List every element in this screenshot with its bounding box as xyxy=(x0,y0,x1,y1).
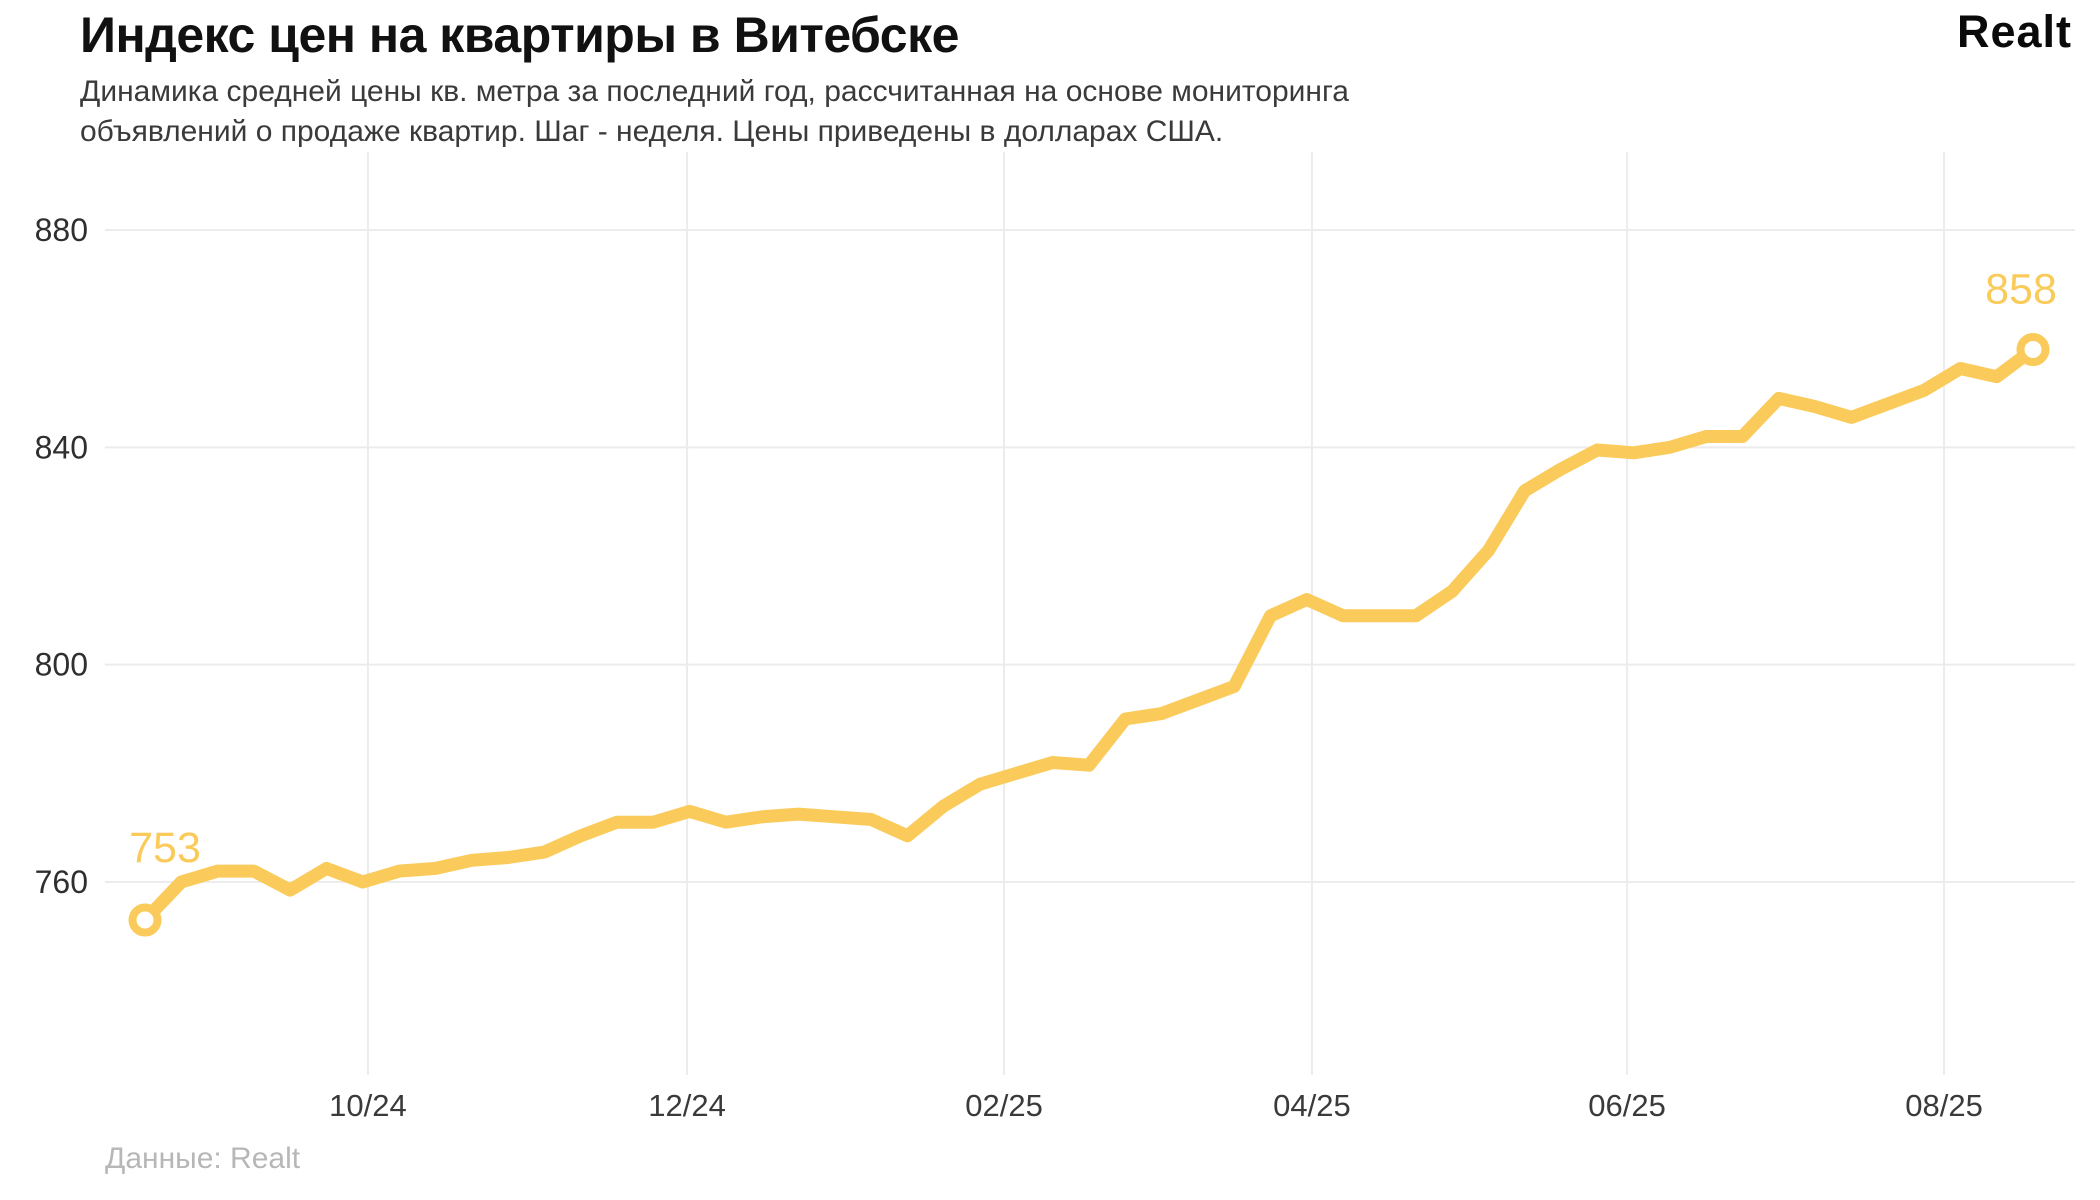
realt-logo: Realt xyxy=(1956,6,2072,57)
x-tick-label: 06/25 xyxy=(1588,1088,1666,1123)
chart-subtitle: Динамика средней цены кв. метра за после… xyxy=(80,72,1349,152)
data-source-note: Данные: Realt xyxy=(105,1142,301,1175)
end-marker xyxy=(2016,333,2050,367)
subtitle-line-2: объявлений о продаже квартир. Шаг - неде… xyxy=(80,115,1224,148)
end-value-label: 858 xyxy=(1985,266,2057,314)
start-marker xyxy=(128,903,162,937)
x-tick-label: 12/24 xyxy=(648,1088,726,1123)
x-tick-label: 02/25 xyxy=(965,1088,1043,1123)
y-tick-label: 880 xyxy=(35,212,88,248)
start-value-label: 753 xyxy=(129,824,201,872)
y-tick-label: 800 xyxy=(35,647,88,683)
y-tick-label: 760 xyxy=(35,864,88,900)
x-tick-label: 04/25 xyxy=(1273,1088,1351,1123)
x-tick-label: 08/25 xyxy=(1905,1088,1983,1123)
subtitle-line-1: Динамика средней цены кв. метра за после… xyxy=(80,75,1349,108)
y-tick-label: 840 xyxy=(35,429,88,465)
x-tick-label: 10/24 xyxy=(329,1088,407,1123)
page-title: Индекс цен на квартиры в Витебске xyxy=(80,7,959,63)
price-line xyxy=(138,343,2040,927)
